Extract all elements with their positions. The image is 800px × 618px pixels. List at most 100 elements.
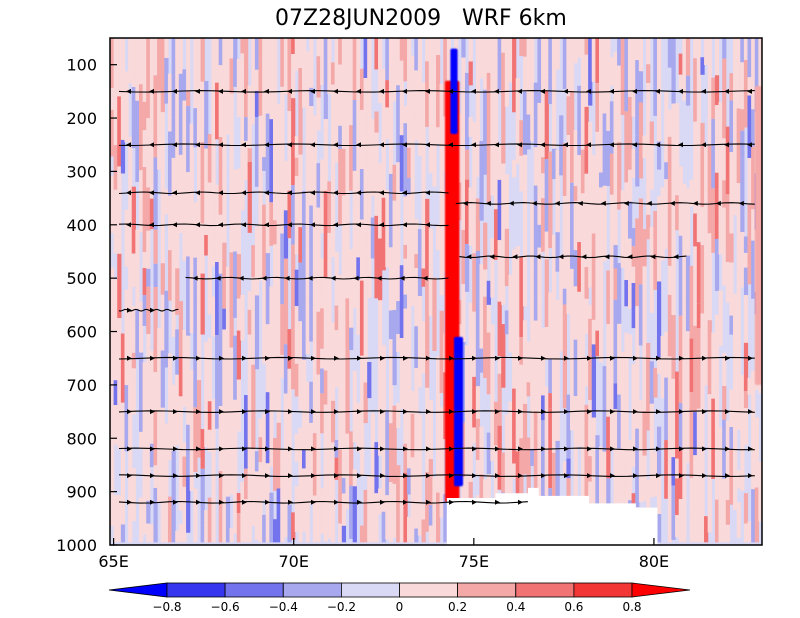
field-cell bbox=[707, 73, 712, 121]
field-cell bbox=[740, 375, 745, 434]
field-cell bbox=[602, 185, 607, 262]
streamline-arrow bbox=[264, 190, 269, 196]
field-cell bbox=[236, 298, 241, 331]
field-cell bbox=[653, 451, 658, 497]
streamline-arrow bbox=[310, 142, 315, 148]
field-cell bbox=[312, 433, 318, 496]
field-cell bbox=[617, 65, 622, 143]
field-cell bbox=[656, 141, 662, 170]
streamline-arrow bbox=[715, 200, 721, 206]
field-cell bbox=[167, 353, 173, 374]
field-cell bbox=[244, 499, 249, 543]
streamline-arrow bbox=[196, 409, 201, 415]
field-cell bbox=[229, 378, 234, 420]
field-cell bbox=[515, 292, 520, 323]
field-cell bbox=[146, 187, 151, 231]
streamline-arrow bbox=[472, 446, 477, 452]
field-cell bbox=[233, 38, 238, 87]
field-cell bbox=[584, 106, 589, 174]
field-cell bbox=[374, 38, 379, 70]
field-cell bbox=[642, 411, 647, 456]
field-cell bbox=[251, 245, 256, 278]
field-cell bbox=[530, 200, 535, 279]
streamline-arrow bbox=[150, 446, 155, 452]
field-cell bbox=[294, 176, 299, 255]
field-cell bbox=[577, 242, 582, 292]
field-cell bbox=[758, 461, 762, 522]
field-cell bbox=[512, 269, 517, 320]
field-cell bbox=[388, 524, 394, 543]
field-cell bbox=[704, 38, 709, 65]
streamline-arrow bbox=[172, 190, 177, 196]
streamline-arrow bbox=[679, 473, 684, 479]
field-cell bbox=[388, 310, 394, 340]
field-cell bbox=[363, 306, 368, 383]
field-cell bbox=[410, 414, 415, 458]
field-cell bbox=[747, 158, 752, 205]
field-cell bbox=[211, 143, 216, 166]
field-cell bbox=[294, 136, 299, 158]
field-cell bbox=[751, 489, 756, 543]
field-cell bbox=[656, 475, 662, 514]
field-cell bbox=[588, 456, 593, 482]
field-cell bbox=[196, 258, 202, 297]
field-cell bbox=[685, 383, 691, 464]
field-cell bbox=[207, 401, 213, 430]
field-cell bbox=[352, 38, 357, 101]
colorbar-tip-high bbox=[631, 582, 691, 598]
field-cell bbox=[280, 354, 285, 379]
field-cell bbox=[685, 331, 691, 363]
field-cell bbox=[233, 399, 238, 482]
field-cell bbox=[689, 392, 694, 478]
field-cell bbox=[468, 38, 473, 62]
field-cell bbox=[341, 38, 347, 88]
field-cell bbox=[222, 242, 227, 309]
field-cell bbox=[548, 213, 553, 249]
field-cell bbox=[138, 301, 144, 353]
field-cell bbox=[490, 403, 495, 461]
field-cell bbox=[573, 250, 578, 287]
field-cell bbox=[309, 87, 314, 106]
field-cell bbox=[707, 394, 712, 450]
field-cell bbox=[729, 233, 734, 263]
streamline-arrow bbox=[426, 409, 431, 415]
field-cell bbox=[349, 80, 354, 126]
field-cell bbox=[541, 214, 546, 252]
field-cell bbox=[664, 331, 669, 378]
field-cell bbox=[352, 100, 357, 171]
field-cell bbox=[399, 60, 404, 136]
field-cell bbox=[414, 267, 419, 327]
field-cell bbox=[276, 189, 281, 252]
field-cell bbox=[403, 443, 408, 473]
field-cell bbox=[526, 38, 531, 100]
field-cell bbox=[265, 113, 270, 193]
field-cell bbox=[138, 497, 144, 543]
field-cell bbox=[258, 236, 263, 281]
field-cell bbox=[649, 403, 654, 431]
field-cell bbox=[606, 354, 611, 417]
y-tick-label: 900 bbox=[66, 483, 97, 502]
field-cell bbox=[407, 282, 412, 367]
streamline-arrow bbox=[403, 355, 408, 361]
field-cell bbox=[696, 524, 702, 543]
field-cell bbox=[646, 342, 651, 431]
field-cell bbox=[262, 121, 267, 158]
field-cell bbox=[244, 395, 249, 469]
field-cell bbox=[617, 448, 622, 502]
field-cell bbox=[530, 81, 535, 141]
field-cell bbox=[693, 412, 698, 456]
field-cell bbox=[707, 120, 712, 146]
streamline-arrow bbox=[333, 88, 338, 94]
field-cell bbox=[740, 266, 745, 288]
field-cell bbox=[417, 38, 423, 103]
field-cell bbox=[359, 280, 365, 356]
field-cell bbox=[403, 38, 408, 82]
streamline-arrow bbox=[632, 142, 637, 148]
field-cell bbox=[247, 291, 252, 310]
field-cell bbox=[341, 525, 347, 543]
field-cell bbox=[530, 358, 535, 428]
field-cell bbox=[428, 109, 433, 173]
streamline-arrow bbox=[241, 190, 246, 196]
field-cell bbox=[262, 514, 267, 543]
field-cell bbox=[356, 279, 361, 335]
